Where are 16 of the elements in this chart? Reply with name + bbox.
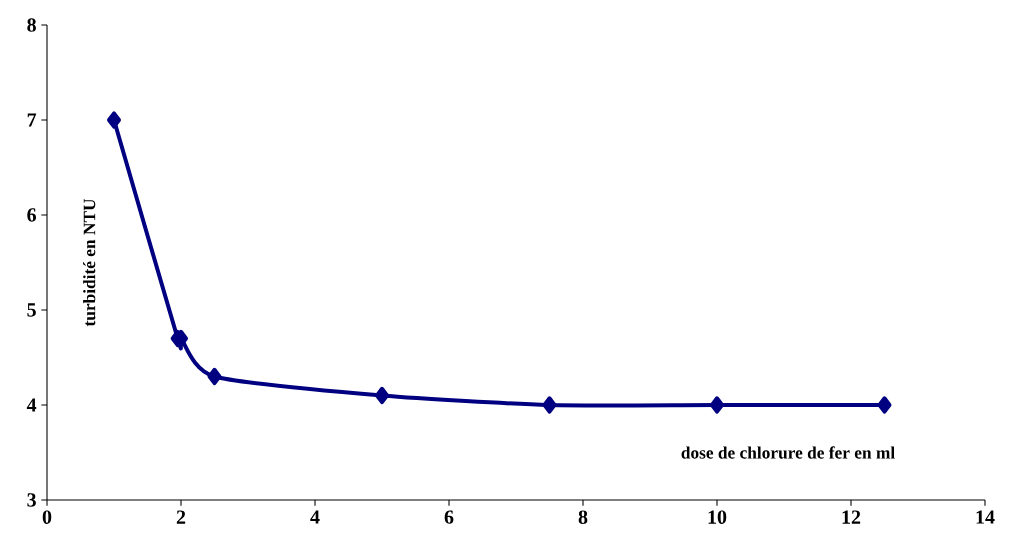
- y-tick-label: 8: [27, 18, 36, 32]
- y-tick-label: 6: [27, 208, 37, 222]
- y-tick-label: 7: [27, 113, 37, 127]
- y-tick-label: 3: [27, 493, 36, 507]
- x-tick-label: 8: [578, 510, 588, 524]
- x-tick-label: 14: [976, 510, 995, 524]
- y-tick-label: 4: [26, 398, 37, 412]
- x-tick-label: 10: [708, 510, 727, 524]
- x-tick-label: 2: [176, 510, 186, 524]
- x-axis-title: dose de chlorure de fer en ml: [681, 446, 895, 459]
- x-tick-label: 0: [42, 510, 52, 524]
- x-tick-label: 4: [310, 510, 320, 524]
- x-tick-label: 6: [444, 510, 454, 524]
- x-tick-label: 12: [842, 510, 861, 524]
- y-tick-label: 5: [27, 303, 36, 317]
- y-axis-title: turbidité en NTU: [83, 198, 96, 327]
